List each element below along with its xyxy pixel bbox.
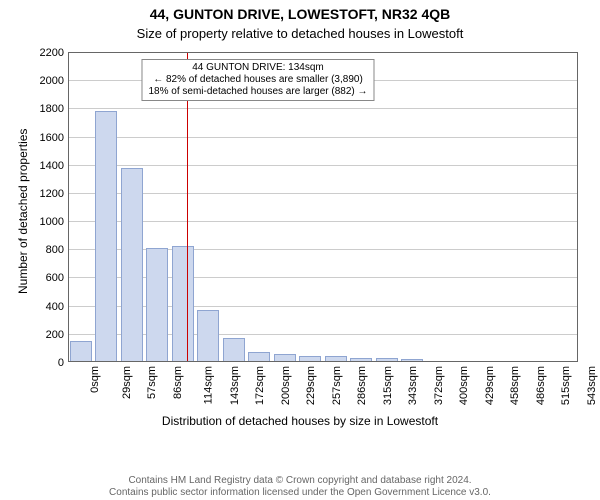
histogram-bar: [350, 358, 372, 362]
histogram-bar: [299, 356, 321, 362]
gridline: [68, 334, 578, 335]
x-tick-label: 486sqm: [535, 366, 547, 405]
footer-line-2: Contains public sector information licen…: [0, 487, 600, 499]
footer-line-1: Contains HM Land Registry data © Crown c…: [0, 475, 600, 487]
histogram-bar: [376, 358, 398, 362]
x-tick-label: 543sqm: [586, 366, 598, 405]
y-tick-label: 2200: [0, 47, 64, 59]
gridline: [68, 306, 578, 307]
y-tick-label: 1800: [0, 103, 64, 115]
x-axis-label: Distribution of detached houses by size …: [0, 414, 600, 428]
annot-line-1: 44 GUNTON DRIVE: 134sqm: [148, 62, 367, 74]
y-tick-label: 1200: [0, 188, 64, 200]
y-tick-label: 2000: [0, 75, 64, 87]
y-tick-label: 0: [0, 357, 64, 369]
x-tick-label: 343sqm: [407, 366, 419, 405]
gridline: [68, 108, 578, 109]
page-subtitle: Size of property relative to detached ho…: [0, 26, 600, 41]
x-tick-label: 315sqm: [382, 366, 394, 405]
x-tick-label: 29sqm: [121, 366, 133, 399]
attribution-footer: Contains HM Land Registry data © Crown c…: [0, 475, 600, 498]
y-tick-label: 1000: [0, 216, 64, 228]
y-tick-label: 200: [0, 329, 64, 341]
x-tick-label: 286sqm: [356, 366, 368, 405]
histogram-bar: [172, 246, 194, 362]
x-tick-label: 372sqm: [433, 366, 445, 405]
histogram-bar: [325, 356, 347, 362]
x-tick-label: 0sqm: [89, 366, 101, 393]
gridline: [68, 137, 578, 138]
histogram-bar: [146, 248, 168, 362]
y-axis-label: Number of detached properties: [16, 128, 30, 293]
histogram-bar: [223, 338, 245, 362]
x-tick-label: 515sqm: [560, 366, 572, 405]
annotation-callout: 44 GUNTON DRIVE: 134sqm ← 82% of detache…: [141, 59, 374, 101]
page-title: 44, GUNTON DRIVE, LOWESTOFT, NR32 4QB: [0, 6, 600, 22]
x-tick-label: 429sqm: [484, 366, 496, 405]
y-tick-label: 1400: [0, 160, 64, 172]
histogram-bar: [95, 111, 117, 362]
gridline: [68, 193, 578, 194]
gridline: [68, 277, 578, 278]
x-tick-label: 200sqm: [280, 366, 292, 405]
gridline: [68, 165, 578, 166]
y-tick-label: 600: [0, 272, 64, 284]
histogram-bar: [70, 341, 92, 362]
x-tick-label: 229sqm: [305, 366, 317, 405]
annot-line-2: ← 82% of detached houses are smaller (3,…: [148, 74, 367, 86]
x-tick-label: 257sqm: [331, 366, 343, 405]
histogram-bar: [248, 352, 270, 362]
y-tick-label: 1600: [0, 132, 64, 144]
x-tick-label: 458sqm: [509, 366, 521, 405]
annot-line-3: 18% of semi-detached houses are larger (…: [148, 86, 367, 98]
x-tick-label: 57sqm: [146, 366, 158, 399]
histogram-bar: [401, 359, 423, 362]
x-tick-label: 400sqm: [458, 366, 470, 405]
y-tick-label: 400: [0, 301, 64, 313]
y-tick-label: 800: [0, 244, 64, 256]
x-tick-label: 114sqm: [202, 366, 214, 404]
x-tick-label: 86sqm: [172, 366, 184, 399]
x-tick-label: 172sqm: [254, 366, 266, 405]
x-tick-label: 143sqm: [229, 366, 241, 405]
gridline: [68, 249, 578, 250]
histogram-bar: [121, 168, 143, 362]
histogram-bar: [197, 310, 219, 362]
gridline: [68, 221, 578, 222]
histogram-bar: [274, 354, 296, 362]
